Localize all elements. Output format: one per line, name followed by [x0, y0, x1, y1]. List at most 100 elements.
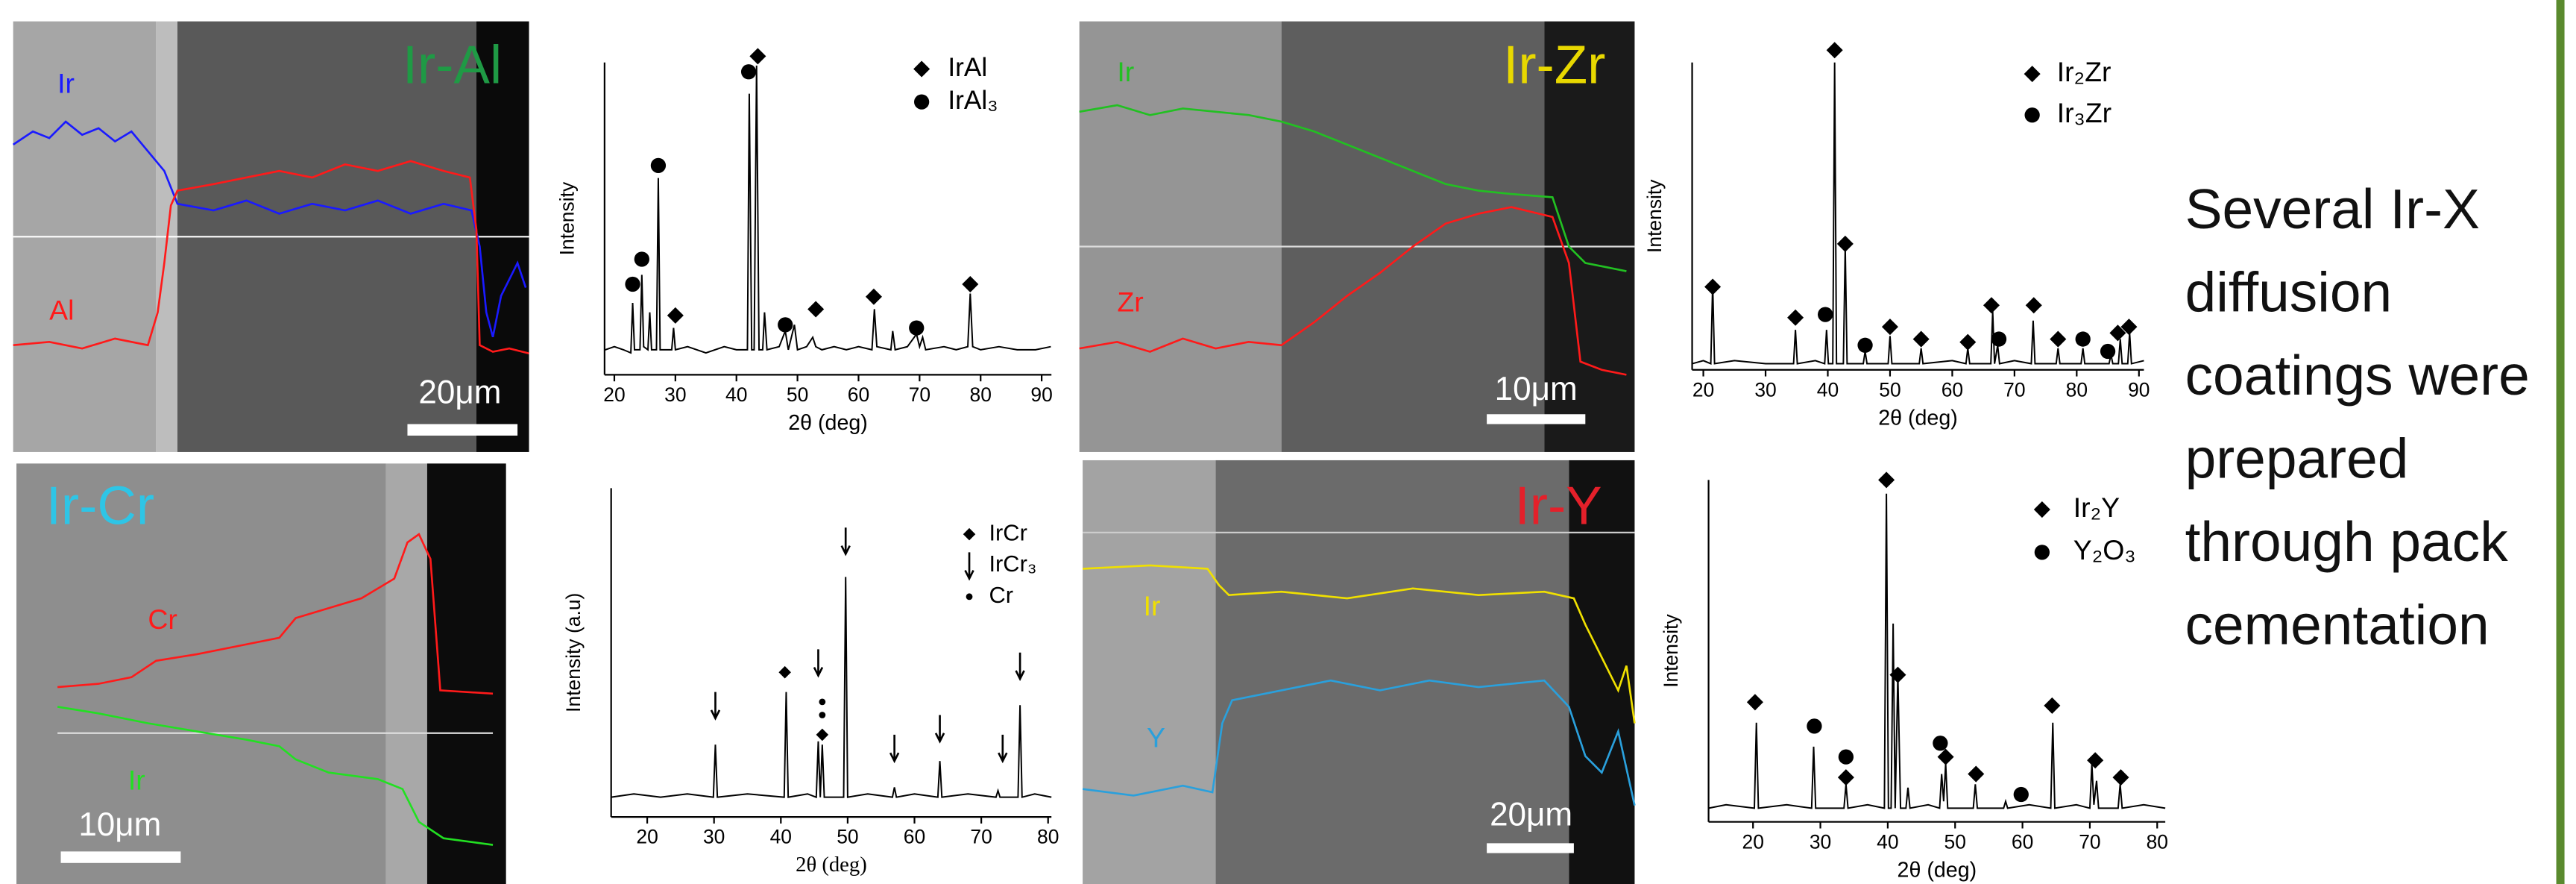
peak-marker — [1015, 652, 1025, 681]
xrd-chart: 20 30 40 50 60 70 80 90 2θ (deg) Intensity Ir₂Zr Ir… — [1643, 42, 2150, 430]
peak-marker — [807, 301, 825, 318]
xrd-chart: 20 30 40 50 60 70 80 2θ (deg) Intensity Ir₂Y Y₂O₃ — [1660, 471, 2168, 882]
peak-marker — [634, 251, 649, 267]
peak-marker — [2013, 786, 2029, 803]
profile-label: Ir — [128, 765, 145, 796]
legend-label: Ir₂Zr — [2057, 56, 2111, 87]
xrd-pattern — [1708, 493, 2166, 809]
scale-label: 10μm — [78, 806, 161, 843]
scale-label: 20μm — [418, 374, 501, 410]
legend-label: Ir₃Zr — [2057, 97, 2111, 128]
profile-label: Al — [49, 295, 74, 326]
peak-marker — [1937, 748, 1954, 765]
x-tick-label: 20 — [636, 826, 658, 848]
x-tick-label: 30 — [1810, 830, 1831, 853]
x-tick-label: 60 — [904, 826, 925, 848]
peak-marker — [1857, 337, 1873, 353]
micrograph: Ir-Al Ir Al 20μm — [12, 21, 529, 452]
peak-marker — [2109, 325, 2126, 342]
text-line: coatings were — [2185, 344, 2530, 407]
region — [1281, 21, 1545, 452]
x-tick-label: 40 — [1817, 378, 1839, 401]
scale-label: 20μm — [1490, 797, 1572, 833]
y-axis-label: Intensity — [1660, 614, 1682, 688]
x-tick-label: 80 — [1037, 826, 1059, 848]
xrd-pattern — [1692, 62, 2144, 365]
peak-marker — [625, 276, 640, 292]
peak-marker — [1807, 718, 1822, 734]
peak-marker — [819, 712, 826, 718]
micrograph: Ir-Y Ir Y 20μm — [1082, 460, 1636, 884]
peak-marker — [1838, 749, 1854, 765]
profile — [57, 706, 494, 846]
text-line: prepared — [2185, 427, 2409, 490]
peak-marker — [1878, 471, 1895, 489]
x-tick-label: 60 — [848, 383, 869, 406]
x-axis-label: 2θ (deg) — [1878, 406, 1958, 430]
profile-label: Ir — [1144, 590, 1161, 621]
profile — [1079, 104, 1627, 272]
scale-bar — [60, 851, 181, 863]
x-tick-label: 60 — [1942, 378, 1963, 401]
peak-marker — [740, 64, 757, 80]
peak-marker — [1704, 278, 1722, 295]
region — [1215, 460, 1569, 884]
x-tick-label: 50 — [837, 826, 858, 848]
x-tick-label: 50 — [1879, 378, 1900, 401]
legend-symbol — [913, 60, 930, 78]
peak-marker — [840, 527, 851, 557]
profile — [57, 533, 494, 695]
text-line: cementation — [2185, 594, 2490, 656]
peak-marker — [1837, 769, 1854, 786]
peak-marker — [2075, 331, 2091, 347]
legend-label: Cr — [989, 582, 1013, 608]
peak-marker — [1912, 330, 1930, 348]
peak-marker — [998, 734, 1008, 764]
y-axis-label: Intensity (a.u) — [562, 593, 585, 712]
profile — [1083, 564, 1636, 724]
micrograph-title: Ir-Y — [1515, 475, 1602, 536]
xrd-chart: 20 30 40 50 60 70 80 90 2θ (deg) Intensity IrAl IrA… — [555, 48, 1053, 435]
peak-marker — [819, 698, 826, 706]
x-tick-label: 30 — [664, 383, 686, 406]
peak-marker — [1746, 694, 1763, 711]
peak-marker — [889, 734, 900, 764]
profile — [1079, 206, 1627, 376]
x-tick-label: 60 — [2012, 830, 2033, 853]
peak-marker — [1983, 297, 2000, 314]
peak-marker — [1933, 736, 1948, 751]
profile — [12, 120, 527, 338]
x-tick-label: 50 — [1944, 830, 1966, 853]
x-tick-label: 90 — [1030, 383, 1052, 406]
scale-bar — [1487, 414, 1586, 424]
peak-marker — [909, 320, 925, 336]
x-tick-label: 40 — [725, 383, 747, 406]
micrograph: Ir-Zr Ir Zr 10μm — [1079, 21, 1635, 452]
region — [426, 463, 506, 884]
text-line: diffusion — [2185, 261, 2393, 324]
x-tick-label: 30 — [1754, 378, 1776, 401]
peak-marker — [1991, 331, 2007, 347]
x-tick-label: 70 — [909, 383, 930, 406]
legend-label: IrAl₃ — [948, 86, 998, 115]
micrograph-title: Ir-Al — [403, 35, 502, 95]
peak-marker — [1889, 666, 1906, 683]
peak-marker — [710, 692, 721, 721]
legend-symbol — [2024, 66, 2041, 83]
legend-label: IrCr — [989, 519, 1027, 545]
micrograph-title: Ir-Zr — [1503, 35, 1605, 95]
profile — [13, 160, 529, 355]
peak-marker — [2087, 752, 2104, 769]
x-tick-label: 70 — [2079, 830, 2100, 853]
legend-label: Ir₂Y — [2073, 492, 2120, 523]
x-tick-label: 80 — [2066, 378, 2088, 401]
legend-symbol — [914, 94, 930, 110]
peak-marker — [813, 649, 824, 678]
region — [1083, 460, 1216, 884]
x-tick-label: 80 — [2147, 830, 2168, 853]
x-tick-label: 20 — [603, 383, 625, 406]
peak-marker — [2044, 697, 2061, 714]
scale-bar — [407, 424, 518, 436]
profile-label: Ir — [1117, 56, 1134, 87]
text-line: Several Ir-X — [2185, 178, 2480, 240]
